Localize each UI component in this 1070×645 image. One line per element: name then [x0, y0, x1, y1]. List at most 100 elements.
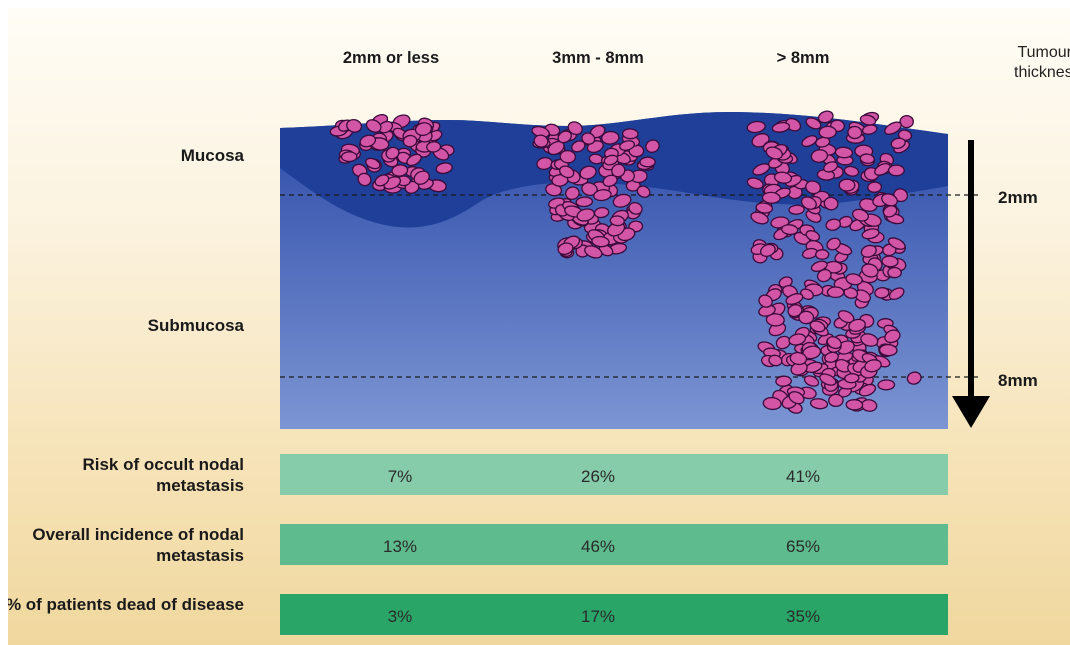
- tumour-cell: [809, 398, 829, 410]
- tumour-cell: [746, 120, 766, 134]
- tumour-cell: [639, 156, 656, 168]
- tumour-cell: [374, 174, 390, 187]
- tumour-cell: [533, 134, 549, 148]
- value-occult-2mm: 7%: [387, 467, 413, 486]
- tumour-cell: [893, 188, 909, 203]
- tumour-cell: [878, 343, 898, 357]
- tumour-cell: [636, 185, 651, 198]
- tumour-cell: [825, 218, 841, 231]
- tumour-cell: [874, 162, 891, 176]
- row-label-dead-of-disease: % of patients dead of disease: [8, 595, 244, 614]
- tumour-cell: [882, 205, 898, 218]
- tumour-cluster-3-8mm: [531, 121, 660, 259]
- depth-label-2mm: 2mm: [998, 188, 1038, 207]
- tumour-cell: [435, 162, 453, 175]
- tumour-cell: [819, 373, 837, 386]
- tumour-cell: [890, 137, 906, 149]
- tumour-cell: [576, 208, 595, 222]
- tumour-cell: [359, 134, 377, 148]
- tumour-cell: [761, 191, 781, 204]
- tumour-cell: [874, 287, 890, 299]
- tumour-cell: [899, 114, 914, 129]
- tumour-cell: [365, 119, 382, 133]
- tumour-cell: [800, 196, 817, 210]
- tumour-cell: [785, 293, 804, 305]
- tumour-cell: [593, 189, 612, 202]
- tumour-cell: [559, 149, 577, 164]
- tumour-cell: [845, 399, 864, 411]
- submucosa-label: Submucosa: [147, 316, 244, 335]
- tumour-cell: [826, 237, 841, 251]
- tumour-cell: [815, 136, 831, 148]
- tumour-cells: [329, 110, 922, 414]
- tumour-cell: [858, 383, 877, 397]
- tumour-cell: [775, 375, 792, 387]
- tumour-cell: [788, 204, 805, 215]
- tumour-cell: [402, 134, 418, 148]
- tumour-cell: [771, 121, 791, 133]
- tumour-cell: [823, 161, 839, 173]
- tumour-cell: [860, 333, 879, 347]
- tumour-cell: [828, 393, 844, 408]
- tumour-cell: [848, 318, 866, 333]
- depth-arrow-head: [952, 396, 990, 428]
- value-overall-2mm: 13%: [382, 537, 418, 556]
- tumour-cell: [557, 130, 572, 144]
- tumour-cell: [750, 211, 769, 225]
- tumour-cell: [906, 371, 922, 385]
- tumour-cell: [758, 294, 773, 308]
- tumour-cell: [551, 174, 569, 187]
- row-label-occult-risk: Risk of occult nodal metastasis: [82, 455, 244, 495]
- bar-occult-risk: 7% 26% 41%: [280, 454, 948, 495]
- tumour-cell: [824, 351, 839, 363]
- value-dead-3-8mm: 17%: [580, 607, 616, 626]
- tumour-cell: [887, 237, 906, 250]
- tumour-cell: [406, 153, 422, 167]
- tumour-cell: [809, 320, 826, 333]
- tumour-cell: [645, 139, 660, 153]
- tumour-cell: [609, 215, 625, 227]
- value-dead-2mm: 3%: [387, 607, 413, 626]
- tumour-cell: [843, 165, 860, 177]
- value-dead-gt8mm: 35%: [785, 607, 821, 626]
- value-overall-3-8mm: 46%: [580, 537, 616, 556]
- tumour-cell: [884, 329, 901, 344]
- tumour-cell: [805, 230, 821, 242]
- tumour-cell: [860, 244, 877, 258]
- tumour-cell: [547, 140, 565, 156]
- value-occult-gt8mm: 41%: [785, 467, 821, 486]
- value-overall-gt8mm: 65%: [785, 537, 821, 556]
- tumour-cell: [798, 310, 815, 325]
- value-occult-3-8mm: 26%: [580, 467, 616, 486]
- tumour-cell: [579, 165, 597, 180]
- tumour-cell: [887, 266, 902, 279]
- tumour-cell: [887, 164, 905, 177]
- tumour-cell: [611, 163, 626, 178]
- tumour-cell: [755, 202, 773, 214]
- tumour-cell: [877, 379, 896, 391]
- tumour-cell: [861, 263, 879, 278]
- tumour-cell: [781, 224, 799, 236]
- tumour-cell: [800, 288, 814, 300]
- tumour-cell: [760, 243, 776, 257]
- tumour-cell: [859, 153, 875, 164]
- tumour-cell: [357, 172, 372, 187]
- tumour-cell: [788, 391, 805, 405]
- row-label-overall-incidence: Overall incidence of nodal metastasis: [32, 525, 244, 565]
- tumour-cell: [826, 286, 845, 299]
- tumour-cell: [765, 313, 785, 327]
- tumour-cell: [768, 354, 783, 367]
- tumour-cell: [787, 304, 803, 318]
- tumour-cell: [810, 149, 829, 163]
- tumour-cell: [346, 118, 363, 133]
- tumour-cell: [851, 208, 870, 222]
- tumour-cell: [844, 373, 860, 384]
- tumour-cell: [602, 174, 618, 187]
- tumour-cell: [567, 121, 583, 136]
- tumour-cell: [591, 235, 610, 248]
- tumour-cell: [789, 351, 808, 366]
- tumour-cell: [881, 255, 899, 268]
- tumour-cell: [559, 165, 575, 179]
- tumour-cell: [746, 177, 764, 190]
- tumour-cell: [847, 125, 863, 140]
